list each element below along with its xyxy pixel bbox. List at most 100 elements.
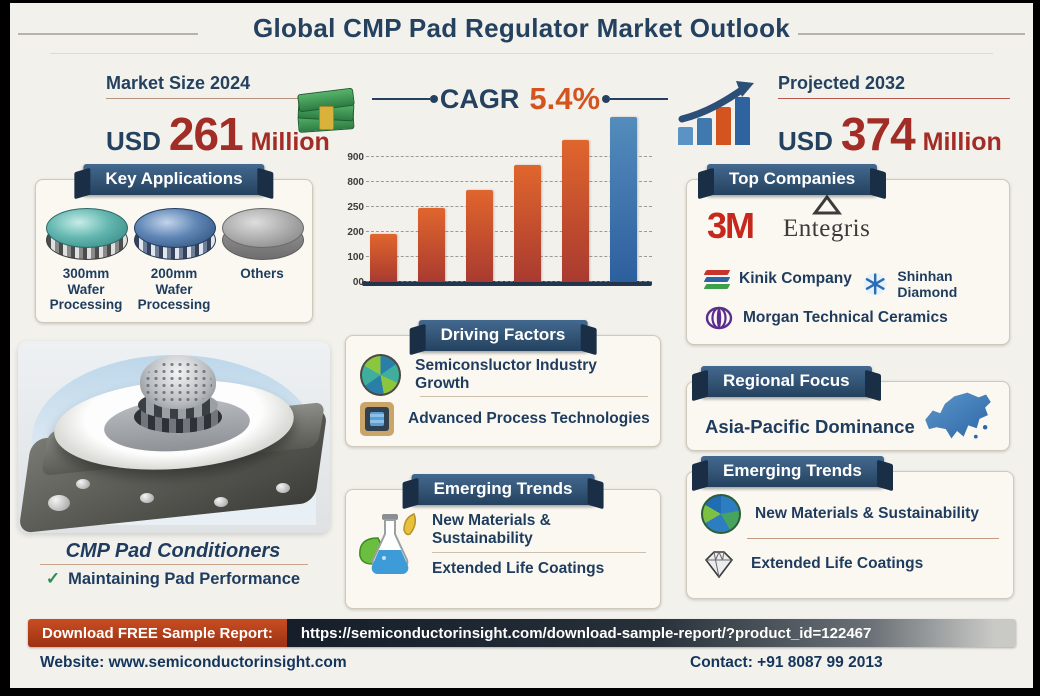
emerging-trends-center-card: Emerging Trends New Materials & Sustaina… xyxy=(345,474,661,609)
wafer-teal-icon xyxy=(46,208,128,260)
bar-chart: 00 100 200 250 800 900 xyxy=(340,104,652,290)
website-label: Website: xyxy=(40,654,105,671)
page-title: Global CMP Pad Regulator Market Outlook xyxy=(252,13,791,43)
title-decor-line-right xyxy=(798,33,1025,35)
gridline xyxy=(366,181,652,182)
wafer-gray-icon xyxy=(222,208,304,260)
y-tick-label: 200 xyxy=(347,227,364,238)
download-report-bar[interactable]: Download FREE Sample Report: https://sem… xyxy=(28,619,1016,647)
product-note-text: Maintaining Pad Performance xyxy=(68,570,301,588)
diamond-icon xyxy=(704,550,734,579)
chart-bar-1 xyxy=(370,234,397,282)
money-stack-icon xyxy=(297,87,358,139)
market-size-rule xyxy=(106,98,346,99)
trend-label: Extended Life Coatings xyxy=(751,555,924,572)
wafer-globe-icon xyxy=(360,354,402,396)
cagr-block: CAGR 5.4% xyxy=(370,81,670,117)
application-item-300mm: 300mm Wafer Processing xyxy=(43,208,129,313)
company-name: Kinik Company xyxy=(739,270,852,287)
growth-chart-icon xyxy=(678,81,770,145)
product-divider xyxy=(40,564,308,565)
gridline xyxy=(366,231,652,232)
contact-label: Contact: xyxy=(690,654,753,671)
wafer-blue-icon xyxy=(134,208,216,260)
company-name: Entegris xyxy=(783,215,871,242)
trend-label: Extended Life Coatings xyxy=(432,560,605,577)
flask-leaves-icon xyxy=(359,513,417,575)
gridline xyxy=(366,206,652,207)
application-label: 300mm Wafer Processing xyxy=(49,266,123,313)
regional-focus-header: Regional Focus xyxy=(701,366,872,397)
trend-label: New Materials & Sustainability xyxy=(432,512,551,547)
download-report-url[interactable]: https://semiconductorinsight.com/downloa… xyxy=(286,619,1016,647)
product-title: CMP Pad Conditioners xyxy=(65,540,281,562)
market-size-label: Market Size 2024 xyxy=(106,73,251,93)
asia-map-icon xyxy=(925,392,991,439)
company-logo-entegris: Entegris xyxy=(783,194,870,241)
driving-factors-header: Driving Factors xyxy=(418,320,588,351)
top-companies-card: Top Companies 3M Entegris Kinik Company xyxy=(686,164,1010,345)
chart-bar-6 xyxy=(610,117,637,282)
card-divider xyxy=(432,552,646,553)
y-tick-label: 250 xyxy=(347,202,364,213)
projected-value: 374 xyxy=(840,108,916,160)
projected-label: Projected 2032 xyxy=(778,73,906,93)
application-item-200mm: 200mm Wafer Processing xyxy=(131,208,217,313)
company-logo-3m: 3M xyxy=(707,205,755,246)
entegris-triangle-icon xyxy=(811,194,842,215)
cagr-label: CAGR xyxy=(439,83,520,114)
globe-leaf-icon xyxy=(701,494,741,534)
gridline xyxy=(366,281,652,282)
y-tick-label: 800 xyxy=(347,177,364,188)
projected-unit: Million xyxy=(922,128,1002,156)
key-applications-card: Key Applications 300mm Wafer Processing … xyxy=(35,164,313,323)
emerging-trends-right-card: Emerging Trends New Materials & Sustaina… xyxy=(686,456,1014,599)
market-size-currency: USD xyxy=(106,126,161,156)
driving-factor-label: Semiconsluctor Industry Growth xyxy=(415,357,597,392)
emerging-trends-right-header: Emerging Trends xyxy=(701,456,884,487)
chart-bar-2 xyxy=(418,208,445,282)
market-size-unit: Million xyxy=(250,128,330,156)
cagr-value: 5.4% xyxy=(529,81,601,116)
website-line: Website: www.semiconductorinsight.com xyxy=(40,654,347,672)
kinik-logo-icon xyxy=(703,268,731,290)
gridline xyxy=(366,256,652,257)
gridline xyxy=(366,156,652,157)
emerging-trends-center-header: Emerging Trends xyxy=(411,474,595,505)
cagr-decor-left xyxy=(371,95,438,103)
product-note: ✓ Maintaining Pad Performance xyxy=(20,569,326,589)
regional-focus-card: Regional Focus Asia-Pacific Dominance xyxy=(686,366,1010,451)
driving-factors-card: Driving Factors Semiconsluctor Industry … xyxy=(345,320,661,447)
trend-label: New Materials & Sustainability xyxy=(755,505,979,522)
contact-value: +91 8087 99 2013 xyxy=(757,654,883,671)
application-item-others: Others xyxy=(219,208,305,313)
chart-bar-4 xyxy=(514,165,541,282)
infographic-canvas: Global CMP Pad Regulator Market Outlook … xyxy=(10,3,1033,688)
projected-rule xyxy=(778,98,1010,99)
driving-factor-label: Advanced Process Technologies xyxy=(408,410,650,427)
chart-bar-3 xyxy=(466,190,493,282)
y-tick-label: 900 xyxy=(347,152,364,163)
card-divider xyxy=(747,538,999,539)
market-size-value: 261 xyxy=(168,108,244,160)
download-report-label: Download FREE Sample Report: xyxy=(28,619,287,647)
chart-bar-5 xyxy=(562,140,589,282)
check-icon: ✓ xyxy=(45,569,61,588)
title-decor-line-left xyxy=(18,33,198,35)
projected-currency: USD xyxy=(778,126,833,156)
website-value[interactable]: www.semiconductorinsight.com xyxy=(108,654,347,671)
growth-arrow-icon xyxy=(678,81,754,123)
top-companies-header: Top Companies xyxy=(707,164,878,195)
application-label: Others xyxy=(240,266,284,281)
contact-line: Contact: +91 8087 99 2013 xyxy=(690,654,883,672)
shinhan-logo-icon xyxy=(863,272,887,296)
company-name: Morgan Technical Ceramics xyxy=(743,309,948,326)
company-name: Shinhan Diamond xyxy=(897,268,958,300)
morgan-logo-icon xyxy=(705,306,733,330)
title-divider xyxy=(50,53,993,54)
cmp-pad-conditioner-image xyxy=(18,341,330,533)
y-tick-label: 100 xyxy=(347,252,364,263)
key-applications-header: Key Applications xyxy=(83,164,265,195)
market-size-block: Market Size 2024 USD 261 Million xyxy=(106,73,346,161)
